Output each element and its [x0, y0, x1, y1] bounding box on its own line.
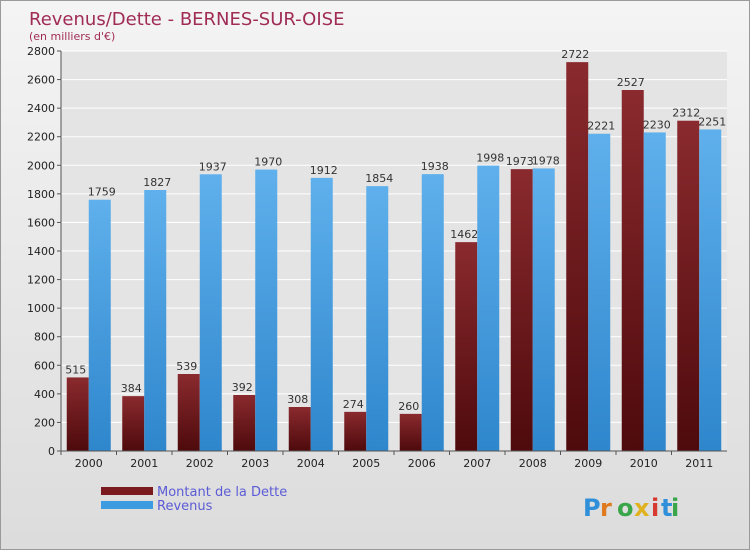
data-label-revenus: 1912 [310, 164, 338, 177]
x-tick-label: 2009 [574, 457, 602, 470]
bar-revenus [144, 190, 167, 451]
x-tick-label: 2000 [75, 457, 103, 470]
logo-letter: P [583, 494, 601, 522]
data-label-revenus: 1978 [532, 154, 560, 167]
bar-revenus [421, 174, 444, 451]
data-label-dette: 274 [343, 398, 364, 411]
legend-label: Revenus [157, 499, 213, 514]
data-label-dette: 1973 [506, 155, 534, 168]
legend-label: Montant de la Dette [157, 485, 287, 500]
x-tick-label: 2002 [186, 457, 214, 470]
y-tick-label: 1600 [27, 216, 55, 229]
data-label-dette: 515 [65, 363, 86, 376]
data-label-dette: 260 [398, 400, 419, 413]
bar-revenus [88, 199, 111, 451]
data-label-revenus: 1970 [254, 156, 282, 169]
bar-dette [455, 242, 478, 451]
legend-swatch [101, 501, 153, 509]
logo-letter: t [661, 494, 672, 522]
x-tick-label: 2011 [685, 457, 713, 470]
logo-letter: i [651, 494, 659, 522]
data-label-dette: 2312 [672, 107, 700, 120]
y-tick-label: 2600 [27, 74, 55, 87]
data-label-revenus: 1938 [421, 160, 449, 173]
logo-letter: i [671, 494, 679, 522]
bar-revenus [366, 186, 389, 451]
x-tick-label: 2004 [297, 457, 325, 470]
bar-revenus [588, 133, 611, 451]
data-label-dette: 392 [232, 381, 253, 394]
y-tick-label: 2800 [27, 45, 55, 58]
bar-dette [621, 90, 644, 451]
bar-dette [566, 62, 589, 452]
bar-revenus [255, 169, 278, 452]
x-tick-label: 2008 [519, 457, 547, 470]
logo-letter: o [617, 494, 634, 522]
data-label-revenus: 1854 [365, 172, 393, 185]
bar-revenus [199, 174, 222, 452]
bar-revenus [643, 132, 666, 451]
y-tick-label: 2400 [27, 102, 55, 115]
bar-revenus [477, 165, 500, 452]
bar-dette [66, 377, 89, 451]
bar-revenus [699, 129, 722, 451]
y-tick-label: 2200 [27, 131, 55, 144]
y-tick-label: 1000 [27, 302, 55, 315]
data-label-revenus: 2221 [587, 120, 615, 133]
bar-dette [399, 413, 422, 451]
data-label-revenus: 1998 [476, 152, 504, 165]
bar-revenus [532, 168, 555, 451]
data-label-revenus: 1937 [199, 160, 227, 173]
y-tick-label: 400 [34, 388, 55, 401]
data-label-dette: 2722 [561, 48, 589, 61]
data-label-dette: 2527 [617, 76, 645, 89]
bar-revenus [310, 177, 333, 451]
data-label-revenus: 2230 [643, 118, 671, 131]
data-label-dette: 308 [287, 393, 308, 406]
logo-letter: r [600, 494, 612, 522]
y-tick-label: 1800 [27, 188, 55, 201]
legend-swatch [101, 487, 153, 495]
x-tick-label: 2010 [630, 457, 658, 470]
data-label-revenus: 1827 [143, 176, 171, 189]
y-tick-label: 800 [34, 331, 55, 344]
bar-dette [177, 374, 200, 451]
x-tick-label: 2006 [408, 457, 436, 470]
x-tick-label: 2005 [352, 457, 380, 470]
y-tick-label: 1400 [27, 245, 55, 258]
data-label-dette: 1462 [450, 228, 478, 241]
data-label-revenus: 1759 [88, 186, 116, 199]
y-tick-label: 1200 [27, 274, 55, 287]
y-tick-label: 2000 [27, 159, 55, 172]
x-tick-label: 2001 [130, 457, 158, 470]
y-tick-label: 600 [34, 359, 55, 372]
bar-dette [233, 395, 256, 451]
y-tick-label: 0 [48, 445, 55, 458]
y-tick-label: 200 [34, 416, 55, 429]
bar-dette [677, 120, 700, 451]
logo-letter: x [634, 494, 650, 522]
bar-dette [510, 169, 533, 451]
chart-subtitle: (en milliers d'€) [29, 30, 115, 43]
chart-title: Revenus/Dette - BERNES-SUR-OISE [29, 9, 344, 30]
data-label-revenus: 2251 [698, 115, 726, 128]
data-label-dette: 539 [176, 360, 197, 373]
x-tick-label: 2007 [463, 457, 491, 470]
bar-dette [122, 396, 145, 451]
bar-dette [288, 407, 311, 451]
data-label-dette: 384 [121, 382, 142, 395]
bar-dette [344, 411, 367, 451]
x-tick-label: 2003 [241, 457, 269, 470]
